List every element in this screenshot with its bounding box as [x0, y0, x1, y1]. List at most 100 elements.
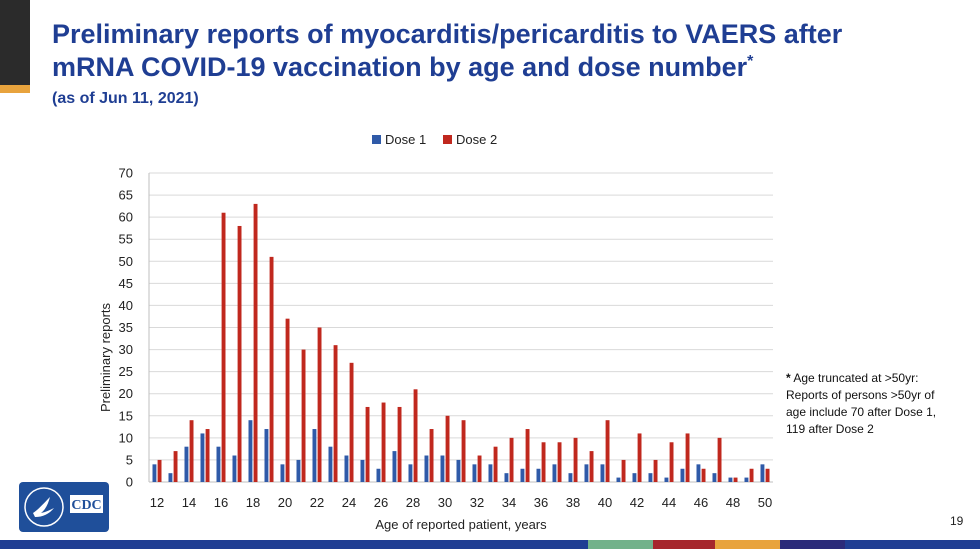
bar-dose-2 [333, 345, 338, 482]
hhs-eagle-icon: CDC [24, 487, 103, 527]
cdc-logo: CDC [19, 482, 109, 532]
bar-dose-2 [461, 420, 466, 482]
x-tick-label: 14 [182, 495, 196, 510]
bar-dose-1 [360, 459, 365, 482]
bar-dose-2 [173, 451, 178, 482]
bottom-bar-segment [300, 540, 588, 549]
y-tick-label: 10 [119, 430, 133, 445]
bottom-bar-segment [845, 540, 980, 549]
bar-dose-2 [573, 437, 578, 482]
legend-swatch-dose-2 [443, 135, 452, 144]
bar-dose-2 [477, 455, 482, 482]
bar-dose-1 [648, 473, 653, 482]
y-tick-label: 55 [119, 232, 133, 247]
bar-dose-2 [221, 212, 226, 482]
bar-dose-2 [285, 318, 290, 482]
x-tick-label: 42 [630, 495, 644, 510]
cdc-logo-text: CDC [71, 498, 101, 513]
bar-dose-1 [232, 455, 237, 482]
slide-subtitle: (as of Jun 11, 2021) [52, 90, 199, 107]
bar-dose-1 [440, 455, 445, 482]
bar-dose-1 [552, 464, 557, 482]
y-tick-label: 70 [119, 166, 133, 181]
legend-label-dose-2: Dose 2 [456, 132, 497, 147]
bar-dose-1 [680, 468, 685, 482]
bar-dose-2 [237, 225, 242, 482]
bar-dose-1 [504, 473, 509, 482]
corner-accent [0, 85, 30, 93]
y-tick-label: 60 [119, 210, 133, 225]
bar-dose-2 [557, 442, 562, 482]
bar-dose-1 [728, 477, 733, 482]
bar-dose-1 [456, 459, 461, 482]
x-tick-label: 40 [598, 495, 612, 510]
x-tick-label: 38 [566, 495, 580, 510]
y-tick-label: 25 [119, 364, 133, 379]
bar-dose-1 [280, 464, 285, 482]
bar-dose-2 [269, 256, 274, 482]
y-tick-label: 30 [119, 342, 133, 357]
y-tick-label: 35 [119, 320, 133, 335]
x-tick-label: 46 [694, 495, 708, 510]
bar-dose-1 [760, 464, 765, 482]
x-tick-label: 44 [662, 495, 676, 510]
bar-dose-2 [653, 459, 658, 482]
y-tick-label: 65 [119, 188, 133, 203]
bar-dose-1 [408, 464, 413, 482]
y-tick-label: 15 [119, 408, 133, 423]
bar-dose-2 [317, 327, 322, 482]
bar-dose-1 [488, 464, 493, 482]
bottom-bar-segment [653, 540, 715, 549]
bar-dose-2 [621, 459, 626, 482]
title-asterisk: * [747, 53, 754, 70]
bar-dose-1 [712, 473, 717, 482]
bar-dose-2 [349, 362, 354, 482]
bar-dose-1 [568, 473, 573, 482]
bar-dose-1 [168, 473, 173, 482]
corner-block [0, 0, 30, 85]
x-tick-label: 16 [214, 495, 228, 510]
bar-dose-1 [184, 446, 189, 482]
bar-dose-1 [264, 429, 269, 482]
bar-dose-2 [365, 406, 370, 482]
bar-dose-1 [392, 451, 397, 482]
x-tick-label: 50 [758, 495, 772, 510]
slide-title: Preliminary reports of myocarditis/peric… [52, 18, 952, 84]
x-tick-label: 30 [438, 495, 452, 510]
bar-dose-2 [301, 349, 306, 482]
page-number: 19 [950, 514, 964, 528]
bar-dose-1 [616, 477, 621, 482]
bar-dose-2 [157, 459, 162, 482]
bar-dose-1 [200, 433, 205, 482]
bar-dose-2 [685, 433, 690, 482]
bar-dose-1 [376, 468, 381, 482]
bar-dose-1 [344, 455, 349, 482]
y-tick-label: 20 [119, 386, 133, 401]
bar-dose-1 [520, 468, 525, 482]
bottom-bar-segment [780, 540, 845, 549]
bar-dose-1 [296, 459, 301, 482]
x-tick-label: 12 [150, 495, 164, 510]
bar-dose-2 [637, 433, 642, 482]
bar-dose-1 [152, 464, 157, 482]
bar-dose-2 [381, 402, 386, 482]
bottom-color-bar [0, 540, 980, 549]
y-axis-title: Preliminary reports [98, 302, 113, 412]
bar-chart: 0 5 10 15 20 25 30 35 40 45 50 55 60 65 70 12 14 16 18 20 22… [98, 132, 773, 532]
y-tick-label: 45 [119, 276, 133, 291]
bar-dose-2 [765, 468, 770, 482]
x-tick-label: 34 [502, 495, 516, 510]
x-tick-label: 32 [470, 495, 484, 510]
bar-dose-1 [744, 477, 749, 482]
x-tick-label: 18 [246, 495, 260, 510]
bar-dose-2 [701, 468, 706, 482]
bar-dose-1 [600, 464, 605, 482]
legend-swatch-dose-1 [372, 135, 381, 144]
legend-label-dose-1: Dose 1 [385, 132, 426, 147]
x-tick-label: 26 [374, 495, 388, 510]
y-tick-label: 5 [126, 452, 133, 467]
bar-dose-2 [189, 420, 194, 482]
x-tick-label: 48 [726, 495, 740, 510]
bar-dose-2 [397, 406, 402, 482]
title-line-1: Preliminary reports of myocarditis/peric… [52, 19, 843, 49]
